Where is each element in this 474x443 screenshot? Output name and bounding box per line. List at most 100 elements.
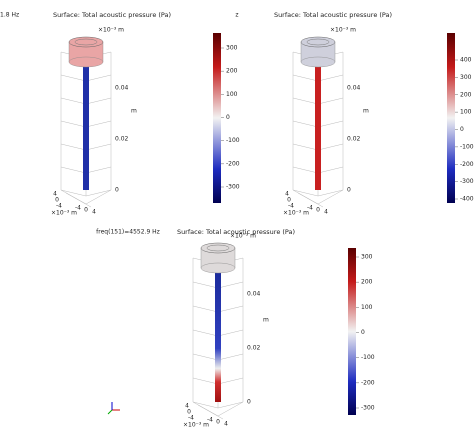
cylinder-ring xyxy=(306,38,330,46)
grid-line xyxy=(60,143,87,151)
colorbar xyxy=(213,33,221,203)
grid-line xyxy=(217,305,244,313)
scale-label: ×10⁻³ m xyxy=(330,27,356,34)
base-grid xyxy=(60,189,112,208)
cylinder-bottom xyxy=(200,262,236,274)
z-tick-label: 0 xyxy=(115,187,119,194)
grid-line xyxy=(192,377,219,385)
plot-3d xyxy=(292,36,344,208)
grid-line xyxy=(85,166,112,174)
base-grid xyxy=(192,401,244,420)
grid-line xyxy=(60,166,87,174)
z-tick-label: 0.02 xyxy=(347,136,361,143)
colorbar-tick-label: 0 xyxy=(226,114,230,121)
grid-line xyxy=(192,401,219,409)
base-tick-label: 4 xyxy=(224,421,228,428)
base-tick-label: -4 xyxy=(307,205,313,212)
grid-line xyxy=(60,120,87,128)
grid-line xyxy=(292,143,319,151)
grid-line xyxy=(192,305,219,313)
grid-line xyxy=(292,166,319,174)
colorbar-tick-label: -200 xyxy=(460,161,474,168)
z-tick-label: 0.02 xyxy=(115,136,129,143)
grid-line xyxy=(60,74,87,82)
base-tick-label: -4 xyxy=(56,203,62,210)
base-tick-label: 0 xyxy=(55,197,59,204)
colorbar-tick-label: -400 xyxy=(460,196,474,203)
axes-triad xyxy=(107,402,120,415)
plot-title: Surface: Total acoustic pressure (Pa) xyxy=(177,228,295,236)
colorbar-tick-label: -100 xyxy=(460,143,474,150)
base-tick-label: 4 xyxy=(53,191,57,198)
colorbar-tick-label: 100 xyxy=(226,91,238,98)
z-unit: m xyxy=(131,108,137,115)
grid-line xyxy=(217,329,244,337)
grid-line xyxy=(292,97,319,105)
base-tick-label: 0 xyxy=(187,409,191,416)
axis-label: z xyxy=(235,12,238,19)
grid-line xyxy=(192,329,219,337)
grid-line xyxy=(85,120,112,128)
colorbar-tick-label: -200 xyxy=(361,379,375,386)
cylinder-ring xyxy=(74,38,98,46)
grid-line xyxy=(317,120,344,128)
colorbar-tick-label: -200 xyxy=(226,160,240,167)
colorbar-tick-label: -100 xyxy=(361,354,375,361)
colorbar-tick-label: 0 xyxy=(460,126,464,133)
base-scale: ×10⁻³ m xyxy=(283,210,309,217)
colorbar-tick-label: 400 xyxy=(460,57,472,64)
base-tick-label: 4 xyxy=(285,191,289,198)
panel-header: freq(151)=4552.9 Hz xyxy=(96,229,160,236)
colorbar-tick-label: 0 xyxy=(361,329,365,336)
base-tick-label: 4 xyxy=(185,403,189,410)
colorbar-tick-label: 200 xyxy=(226,68,238,75)
grid-line xyxy=(317,74,344,82)
grid-line xyxy=(317,97,344,105)
base-tick-label: -4 xyxy=(288,203,294,210)
colorbar-tick-label: 300 xyxy=(361,254,373,261)
colorbar-tick-label: 100 xyxy=(361,304,373,311)
grid-line xyxy=(317,189,344,197)
colorbar-tick-label: -300 xyxy=(361,405,375,412)
grid-line xyxy=(317,143,344,151)
z-unit: m xyxy=(363,108,369,115)
cylinder-top xyxy=(68,36,104,48)
colorbar-tick-label: -100 xyxy=(226,137,240,144)
rod xyxy=(315,62,321,190)
rod xyxy=(83,62,89,190)
base-tick-label: 0 xyxy=(216,419,220,426)
base-tick-label: -4 xyxy=(188,415,194,422)
cylinder-top xyxy=(200,242,236,254)
plot-3d xyxy=(192,242,244,420)
grid-line xyxy=(85,97,112,105)
cylinder-ring xyxy=(206,244,230,252)
colorbar-tick-label: -300 xyxy=(226,184,240,191)
z-tick-label: 0 xyxy=(247,399,251,406)
grid-line xyxy=(85,189,112,197)
z-tick-label: 0.04 xyxy=(347,85,361,92)
grid-line xyxy=(60,189,87,197)
base-tick-label: 4 xyxy=(324,209,328,216)
grid-line xyxy=(217,401,244,409)
colorbar-tick-label: 200 xyxy=(460,91,472,98)
plot-title: Surface: Total acoustic pressure (Pa) xyxy=(274,11,392,19)
grid-line xyxy=(60,97,87,105)
colorbar-tick-label: 300 xyxy=(460,74,472,81)
cylinder-top xyxy=(300,36,336,48)
colorbar-tick-label: -300 xyxy=(460,178,474,185)
z-unit: m xyxy=(263,317,269,324)
scale-label: ×10⁻³ m xyxy=(230,233,256,240)
base-scale: ×10⁻³ m xyxy=(183,422,209,429)
cylinder-bottom xyxy=(300,56,336,68)
base-grid xyxy=(292,189,344,208)
colorbar-tick-label: 300 xyxy=(226,45,238,52)
grid-line xyxy=(217,281,244,289)
base-tick-label: 4 xyxy=(92,209,96,216)
grid-line xyxy=(192,281,219,289)
grid-line xyxy=(317,166,344,174)
z-tick-label: 0.04 xyxy=(115,85,129,92)
grid-line xyxy=(292,189,319,197)
grid-line xyxy=(217,377,244,385)
plot-title: Surface: Total acoustic pressure (Pa) xyxy=(53,11,171,19)
